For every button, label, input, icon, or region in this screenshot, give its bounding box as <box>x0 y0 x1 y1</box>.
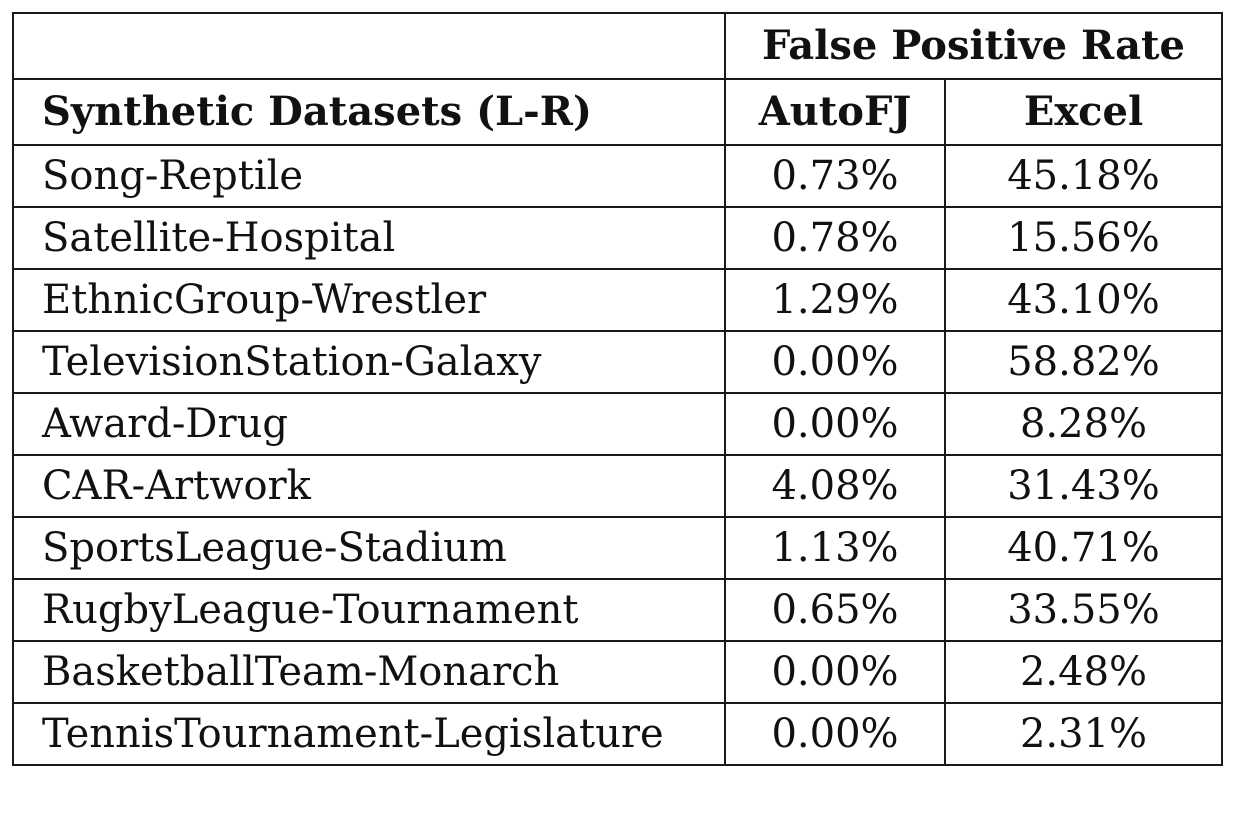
dataset-name-cell: RugbyLeague-Tournament <box>12 578 726 642</box>
autofj-value-cell: 0.73% <box>724 144 946 208</box>
dataset-name-cell: SportsLeague-Stadium <box>12 516 726 580</box>
dataset-name-cell: Satellite-Hospital <box>12 206 726 270</box>
group-header-row: False Positive Rate <box>12 12 1224 80</box>
autofj-value-cell: 0.00% <box>724 640 946 704</box>
excel-header: Excel <box>943 78 1224 146</box>
table-row: TennisTournament-Legislature 0.00% 2.31% <box>12 702 1224 766</box>
table-row: EthnicGroup-Wrestler 1.29% 43.10% <box>12 268 1224 332</box>
column-header-row: Synthetic Datasets (L-R) AutoFJ Excel <box>12 78 1224 146</box>
autofj-value-cell: 1.13% <box>724 516 946 580</box>
excel-value-cell: 8.28% <box>943 392 1224 456</box>
empty-corner-cell <box>12 12 726 80</box>
autofj-value-cell: 0.00% <box>724 702 946 766</box>
table-row: Satellite-Hospital 0.78% 15.56% <box>12 206 1224 270</box>
excel-value-cell: 45.18% <box>943 144 1224 208</box>
table-row: RugbyLeague-Tournament 0.65% 33.55% <box>12 578 1224 642</box>
false-positive-rate-header: False Positive Rate <box>723 12 1224 80</box>
excel-value-cell: 2.31% <box>943 702 1224 766</box>
autofj-header: AutoFJ <box>724 78 946 146</box>
excel-value-cell: 43.10% <box>943 268 1224 332</box>
autofj-value-cell: 0.65% <box>724 578 946 642</box>
dataset-name-cell: Award-Drug <box>12 392 726 456</box>
dataset-name-cell: BasketballTeam-Monarch <box>12 640 726 704</box>
false-positive-rate-table: False Positive Rate Synthetic Datasets (… <box>12 12 1224 766</box>
table-row: SportsLeague-Stadium 1.13% 40.71% <box>12 516 1224 580</box>
table-row: CAR-Artwork 4.08% 31.43% <box>12 454 1224 518</box>
dataset-name-cell: CAR-Artwork <box>12 454 726 518</box>
excel-value-cell: 33.55% <box>943 578 1224 642</box>
excel-value-cell: 58.82% <box>943 330 1224 394</box>
table-row: BasketballTeam-Monarch 0.00% 2.48% <box>12 640 1224 704</box>
dataset-name-cell: TelevisionStation-Galaxy <box>12 330 726 394</box>
excel-value-cell: 40.71% <box>943 516 1224 580</box>
synthetic-datasets-header: Synthetic Datasets (L-R) <box>12 78 726 146</box>
dataset-name-cell: Song-Reptile <box>12 144 726 208</box>
table-row: Song-Reptile 0.73% 45.18% <box>12 144 1224 208</box>
table-body: Song-Reptile 0.73% 45.18% Satellite-Hosp… <box>12 144 1224 766</box>
dataset-name-cell: TennisTournament-Legislature <box>12 702 726 766</box>
table-row: Award-Drug 0.00% 8.28% <box>12 392 1224 456</box>
excel-value-cell: 31.43% <box>943 454 1224 518</box>
table-row: TelevisionStation-Galaxy 0.00% 58.82% <box>12 330 1224 394</box>
autofj-value-cell: 0.78% <box>724 206 946 270</box>
autofj-value-cell: 0.00% <box>724 330 946 394</box>
autofj-value-cell: 1.29% <box>724 268 946 332</box>
excel-value-cell: 2.48% <box>943 640 1224 704</box>
excel-value-cell: 15.56% <box>943 206 1224 270</box>
autofj-value-cell: 4.08% <box>724 454 946 518</box>
results-table-container: False Positive Rate Synthetic Datasets (… <box>12 12 1224 766</box>
autofj-value-cell: 0.00% <box>724 392 946 456</box>
dataset-name-cell: EthnicGroup-Wrestler <box>12 268 726 332</box>
